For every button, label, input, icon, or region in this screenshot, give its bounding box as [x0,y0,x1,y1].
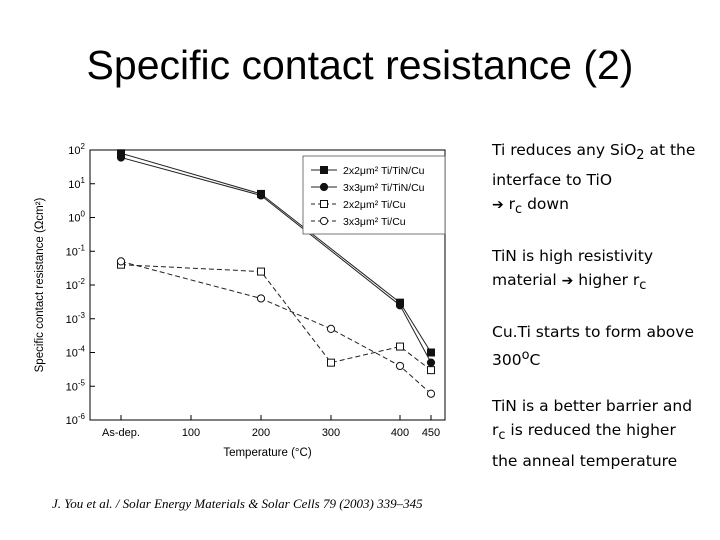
series-line-3 [120,264,432,371]
y-tick-label: 10-2 [66,277,86,292]
note-3: Cu.Ti starts to form above 300oC [492,323,694,370]
series-line-2 [120,157,432,363]
citation: J. You et al. / Solar Energy Materials &… [52,496,423,511]
legend-marker [320,200,328,208]
y-axis-label: Specific contact resistance (Ωcm²) [34,197,46,372]
data-point [396,342,404,351]
y-tick-label: 10-6 [66,412,86,427]
x-axis-label: Temperature (°C) [223,447,311,459]
note-2: TiN is high resistivity material ➔ highe… [492,247,653,294]
legend-marker [320,166,328,174]
note-1: Ti reduces any SiO2 at the interface to … [492,141,696,218]
data-point [426,358,436,367]
arrow-right-icon: ➔ [561,273,574,290]
data-point [395,361,405,371]
legend-marker [319,182,329,192]
data-point [395,301,405,310]
x-tick-label: As-dep. [102,427,140,439]
x-tick-label: 400 [391,427,409,439]
y-tick-label: 101 [68,176,85,191]
data-point [116,153,126,162]
legend-label: 2x2μm² Ti/TiN/Cu [343,165,425,177]
slide-title: Specific contact resistance (2) [86,42,634,88]
data-point [256,191,266,200]
series-line-1 [120,152,432,353]
legend-marker [319,216,329,226]
data-point [326,324,336,334]
data-point [426,389,436,398]
legend-label: 3x3μm² Ti/Cu [343,216,406,228]
x-tick-label: 300 [322,427,340,439]
notes-panel: Ti reduces any SiO2 at the interface to … [492,138,702,495]
y-tick-label: 10-1 [66,243,86,258]
y-tick-label: 100 [68,210,85,225]
x-tick-label: 450 [422,427,440,439]
y-tick-label: 10-5 [66,378,86,393]
data-point [116,257,126,266]
legend-label: 3x3μm² Ti/TiN/Cu [343,182,425,194]
y-tick-label: 10-3 [66,311,86,326]
series-line-4 [120,260,432,395]
y-tick-label: 102 [68,142,85,157]
data-point [427,348,435,357]
arrow-right-icon: ➔ [492,197,504,214]
data-point [256,294,266,303]
x-tick-label: 200 [252,427,270,439]
note-4: TiN is a better barrier and rc is reduce… [492,397,693,470]
legend-label: 2x2μm² Ti/Cu [343,199,406,211]
y-tick-label: 10-4 [66,345,86,360]
data-point [257,267,265,276]
x-tick-label: 100 [182,427,200,439]
contact-resistance-chart: 102 101 100 10-1 10-2 10-3 10-4 10-5 10-6 As-dep.… [34,142,446,459]
data-point [427,366,435,375]
data-point [327,358,335,367]
